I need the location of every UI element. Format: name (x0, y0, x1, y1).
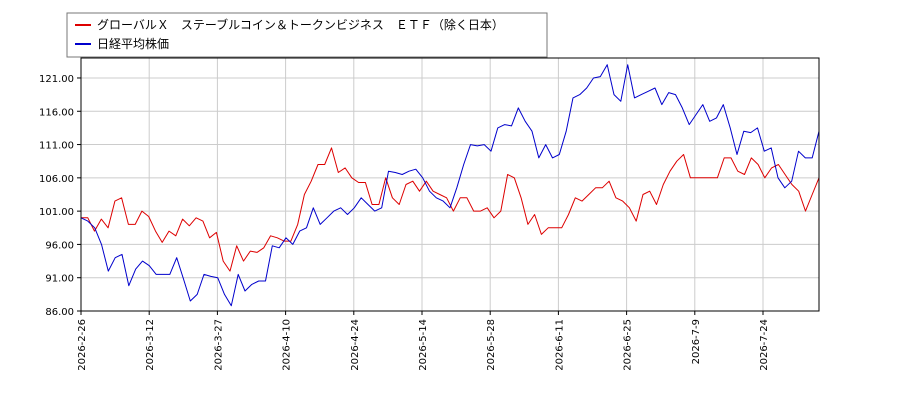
y-tick-label: 116.00 (39, 107, 74, 118)
gridlines (81, 58, 819, 311)
y-tick-label: 101.00 (39, 207, 74, 218)
plot-frame (80, 57, 820, 312)
y-tick-label: 91.00 (45, 274, 74, 285)
series-line-nikkei (80, 64, 820, 307)
y-tick-label: 111.00 (39, 141, 74, 152)
legend-label-nikkei: 日経平均株価 (97, 36, 169, 51)
x-tick-label: 2026-4-10 (282, 319, 293, 371)
x-tick-label: 2026-5-14 (418, 319, 429, 371)
x-axis-ticks: 2026-2-26 2026-3-12 2026-3-27 2026-4-10 2026… (77, 311, 770, 371)
series-line-etf (81, 147, 820, 272)
x-tick-label: 2026-3-27 (213, 319, 224, 371)
x-tick-label: 2026-7-9 (691, 319, 702, 364)
series-layer (80, 64, 820, 307)
x-tick-label: 2026-6-25 (623, 319, 634, 371)
x-tick-label: 2026-4-24 (350, 319, 361, 371)
y-tick-label: 86.00 (45, 307, 74, 318)
y-tick-label: 121.00 (39, 74, 74, 85)
y-tick-label: 106.00 (39, 174, 74, 185)
legend-box (66, 12, 548, 58)
y-axis-ticks: 86.00 91.00 96.00 101.00 106.00 111.00 116.00 1… (39, 74, 81, 318)
y-tick-label: 96.00 (45, 240, 74, 251)
x-tick-label: 2026-6-11 (554, 319, 565, 371)
x-tick-label: 2026-5-28 (486, 319, 497, 371)
x-tick-label: 2026-3-12 (145, 319, 156, 371)
legend-label-etf: グローバルＸ ステーブルコイン＆トークンビジネス ＥＴＦ（除く日本） (97, 17, 504, 32)
x-tick-label: 2026-7-24 (759, 319, 770, 371)
x-tick-label: 2026-2-26 (77, 319, 88, 371)
plot-area (81, 58, 819, 311)
legend: グローバルＸ ステーブルコイン＆トークンビジネス ＥＴＦ（除く日本） 日経平均株… (66, 12, 548, 58)
